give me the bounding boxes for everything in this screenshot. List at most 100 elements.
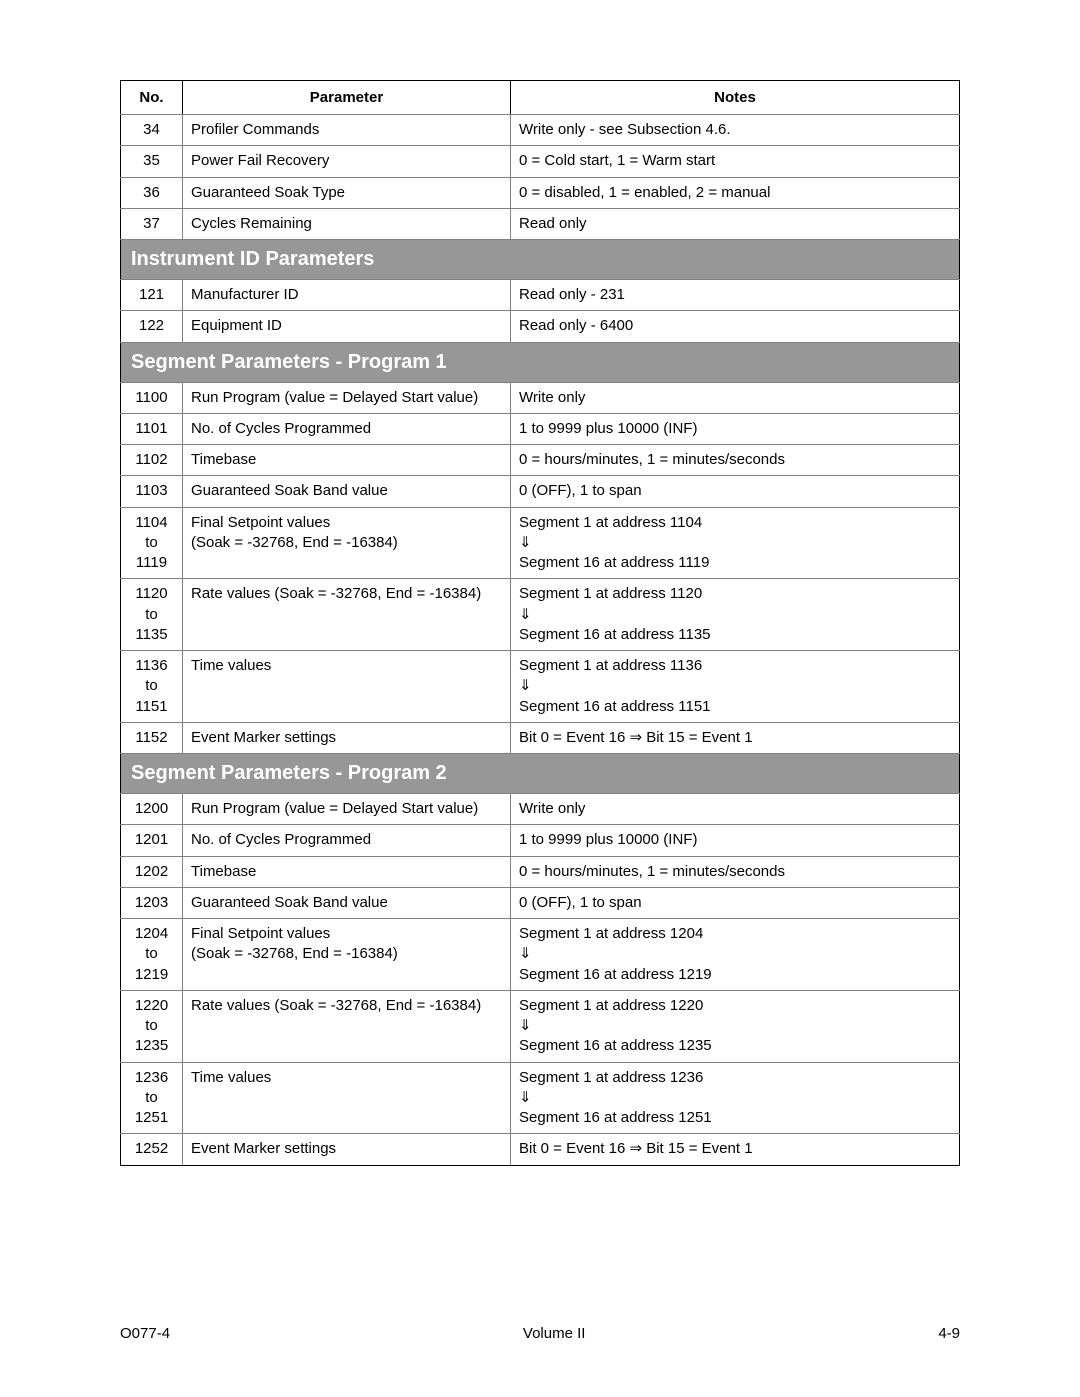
table-row: 1100Run Program (value = Delayed Start v… <box>121 382 960 413</box>
table-row: 1252Event Marker settingsBit 0 = Event 1… <box>121 1134 960 1165</box>
cell-notes: 1 to 9999 plus 10000 (INF) <box>511 413 960 444</box>
cell-notes: 0 (OFF), 1 to span <box>511 887 960 918</box>
cell-param: Power Fail Recovery <box>183 146 511 177</box>
cell-param: No. of Cycles Programmed <box>183 825 511 856</box>
cell-param: Timebase <box>183 856 511 887</box>
table-row: 1103Guaranteed Soak Band value0 (OFF), 1… <box>121 476 960 507</box>
cell-no: 1202 <box>121 856 183 887</box>
cell-param: No. of Cycles Programmed <box>183 413 511 444</box>
cell-param: Final Setpoint values(Soak = -32768, End… <box>183 507 511 579</box>
cell-notes: 1 to 9999 plus 10000 (INF) <box>511 825 960 856</box>
table-row: 37Cycles RemainingRead only <box>121 208 960 239</box>
cell-param: Equipment ID <box>183 311 511 342</box>
cell-param: Guaranteed Soak Band value <box>183 476 511 507</box>
cell-notes: Bit 0 = Event 16 ⇒ Bit 15 = Event 1 <box>511 722 960 753</box>
section-header: Segment Parameters - Program 1 <box>121 342 960 382</box>
cell-no: 1120to1135 <box>121 579 183 651</box>
footer-center: Volume II <box>523 1325 586 1342</box>
table-row: 1220to1235Rate values (Soak = -32768, En… <box>121 990 960 1062</box>
cell-no: 34 <box>121 115 183 146</box>
cell-no: 35 <box>121 146 183 177</box>
cell-param: Cycles Remaining <box>183 208 511 239</box>
cell-notes: Segment 1 at address 1104⇓Segment 16 at … <box>511 507 960 579</box>
cell-notes: 0 (OFF), 1 to span <box>511 476 960 507</box>
page-footer: O077-4 Volume II 4-9 <box>120 1325 960 1342</box>
table-row: 1204to1219Final Setpoint values(Soak = -… <box>121 919 960 991</box>
cell-param: Guaranteed Soak Type <box>183 177 511 208</box>
cell-no: 1200 <box>121 794 183 825</box>
cell-notes: 0 = hours/minutes, 1 = minutes/seconds <box>511 856 960 887</box>
table-row: 34Profiler CommandsWrite only - see Subs… <box>121 115 960 146</box>
cell-notes: Segment 1 at address 1220⇓Segment 16 at … <box>511 990 960 1062</box>
section-header: Instrument ID Parameters <box>121 240 960 280</box>
cell-no: 122 <box>121 311 183 342</box>
footer-right: 4-9 <box>938 1325 960 1342</box>
cell-notes: Bit 0 = Event 16 ⇒ Bit 15 = Event 1 <box>511 1134 960 1165</box>
cell-param: Rate values (Soak = -32768, End = -16384… <box>183 990 511 1062</box>
section-header-row: Segment Parameters - Program 2 <box>121 754 960 794</box>
cell-notes: Segment 1 at address 1120⇓Segment 16 at … <box>511 579 960 651</box>
cell-notes: 0 = hours/minutes, 1 = minutes/seconds <box>511 445 960 476</box>
cell-param: Guaranteed Soak Band value <box>183 887 511 918</box>
cell-notes: 0 = disabled, 1 = enabled, 2 = manual <box>511 177 960 208</box>
cell-param: Profiler Commands <box>183 115 511 146</box>
cell-notes: Write only <box>511 794 960 825</box>
section-header: Segment Parameters - Program 2 <box>121 754 960 794</box>
cell-no: 121 <box>121 280 183 311</box>
cell-no: 1204to1219 <box>121 919 183 991</box>
page: No. Parameter Notes 34Profiler CommandsW… <box>0 0 1080 1397</box>
cell-no: 1152 <box>121 722 183 753</box>
cell-param: Event Marker settings <box>183 722 511 753</box>
cell-notes: Write only <box>511 382 960 413</box>
cell-param: Manufacturer ID <box>183 280 511 311</box>
cell-no: 1103 <box>121 476 183 507</box>
cell-param: Time values <box>183 1062 511 1134</box>
cell-no: 1104to1119 <box>121 507 183 579</box>
cell-notes: Segment 1 at address 1236⇓Segment 16 at … <box>511 1062 960 1134</box>
table-row: 1136to1151Time valuesSegment 1 at addres… <box>121 651 960 723</box>
table-row: 1202Timebase0 = hours/minutes, 1 = minut… <box>121 856 960 887</box>
cell-no: 1252 <box>121 1134 183 1165</box>
cell-no: 37 <box>121 208 183 239</box>
header-notes: Notes <box>511 81 960 115</box>
cell-param: Time values <box>183 651 511 723</box>
table-body: 34Profiler CommandsWrite only - see Subs… <box>121 115 960 1166</box>
cell-param: Timebase <box>183 445 511 476</box>
footer-left: O077-4 <box>120 1325 170 1342</box>
cell-no: 1101 <box>121 413 183 444</box>
table-header-row: No. Parameter Notes <box>121 81 960 115</box>
table-row: 35Power Fail Recovery0 = Cold start, 1 =… <box>121 146 960 177</box>
cell-notes: Read only - 231 <box>511 280 960 311</box>
cell-param: Rate values (Soak = -32768, End = -16384… <box>183 579 511 651</box>
cell-no: 1236to1251 <box>121 1062 183 1134</box>
cell-no: 1136to1151 <box>121 651 183 723</box>
table-row: 1152Event Marker settingsBit 0 = Event 1… <box>121 722 960 753</box>
table-row: 1200Run Program (value = Delayed Start v… <box>121 794 960 825</box>
table-row: 36Guaranteed Soak Type0 = disabled, 1 = … <box>121 177 960 208</box>
table-row: 1120to1135Rate values (Soak = -32768, En… <box>121 579 960 651</box>
cell-param: Run Program (value = Delayed Start value… <box>183 382 511 413</box>
table-row: 1102Timebase0 = hours/minutes, 1 = minut… <box>121 445 960 476</box>
cell-no: 1100 <box>121 382 183 413</box>
cell-notes: Write only - see Subsection 4.6. <box>511 115 960 146</box>
cell-no: 36 <box>121 177 183 208</box>
cell-no: 1102 <box>121 445 183 476</box>
table-row: 122Equipment IDRead only - 6400 <box>121 311 960 342</box>
cell-no: 1201 <box>121 825 183 856</box>
table-row: 1104to1119Final Setpoint values(Soak = -… <box>121 507 960 579</box>
table-row: 1236to1251Time valuesSegment 1 at addres… <box>121 1062 960 1134</box>
cell-no: 1220to1235 <box>121 990 183 1062</box>
cell-notes: Segment 1 at address 1136⇓Segment 16 at … <box>511 651 960 723</box>
cell-no: 1203 <box>121 887 183 918</box>
cell-param: Final Setpoint values(Soak = -32768, End… <box>183 919 511 991</box>
header-param: Parameter <box>183 81 511 115</box>
section-header-row: Segment Parameters - Program 1 <box>121 342 960 382</box>
parameter-table: No. Parameter Notes 34Profiler CommandsW… <box>120 80 960 1166</box>
cell-notes: Read only <box>511 208 960 239</box>
cell-notes: Segment 1 at address 1204⇓Segment 16 at … <box>511 919 960 991</box>
table-row: 1203Guaranteed Soak Band value0 (OFF), 1… <box>121 887 960 918</box>
section-header-row: Instrument ID Parameters <box>121 240 960 280</box>
cell-param: Run Program (value = Delayed Start value… <box>183 794 511 825</box>
cell-notes: Read only - 6400 <box>511 311 960 342</box>
table-row: 1201No. of Cycles Programmed1 to 9999 pl… <box>121 825 960 856</box>
